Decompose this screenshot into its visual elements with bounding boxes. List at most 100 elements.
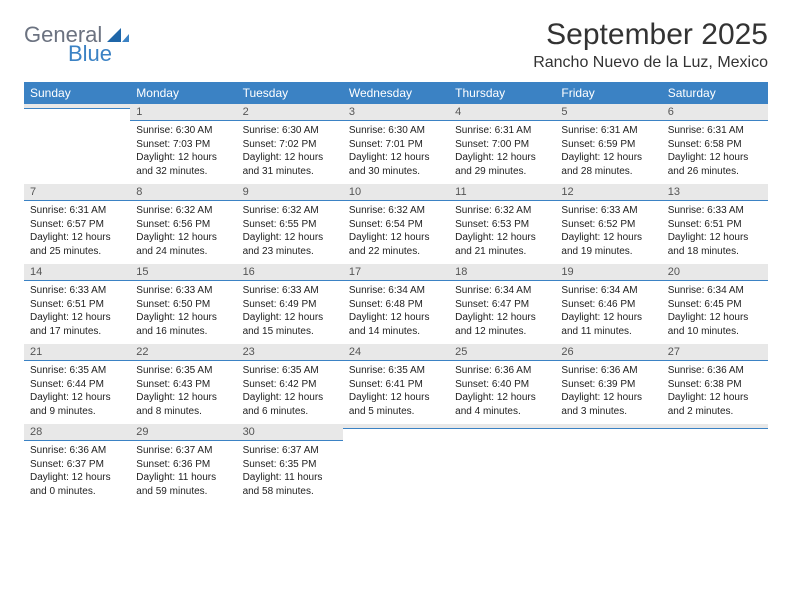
sunset-text: Sunset: 6:55 PM (243, 218, 337, 232)
day-number: 15 (130, 264, 236, 281)
page-title: September 2025 (533, 18, 768, 52)
sunrise-text: Sunrise: 6:30 AM (136, 124, 230, 138)
day-body: Sunrise: 6:33 AMSunset: 6:51 PMDaylight:… (24, 281, 130, 344)
sunrise-text: Sunrise: 6:36 AM (455, 364, 549, 378)
day-number: 10 (343, 184, 449, 201)
daylight-text: Daylight: 12 hours and 24 minutes. (136, 231, 230, 258)
daylight-text: Daylight: 12 hours and 19 minutes. (561, 231, 655, 258)
day-cell: 14Sunrise: 6:33 AMSunset: 6:51 PMDayligh… (24, 264, 130, 344)
day-cell: 28Sunrise: 6:36 AMSunset: 6:37 PMDayligh… (24, 424, 130, 504)
day-number: 8 (130, 184, 236, 201)
day-cell: 20Sunrise: 6:34 AMSunset: 6:45 PMDayligh… (662, 264, 768, 344)
day-number: 13 (662, 184, 768, 201)
day-body (662, 429, 768, 487)
daylight-text: Daylight: 12 hours and 14 minutes. (349, 311, 443, 338)
day-cell: 2Sunrise: 6:30 AMSunset: 7:02 PMDaylight… (237, 104, 343, 184)
day-cell: 21Sunrise: 6:35 AMSunset: 6:44 PMDayligh… (24, 344, 130, 424)
day-cell: 15 Sunrise: 6:33 AMSunset: 6:50 PMDayligh… (130, 264, 236, 344)
dow-friday: Friday (555, 82, 661, 104)
day-body: Sunrise: 6:32 AMSunset: 6:55 PMDaylight:… (237, 201, 343, 264)
sunrise-text: Sunrise: 6:32 AM (243, 204, 337, 218)
day-number: 22 (130, 344, 236, 361)
sunset-text: Sunset: 6:46 PM (561, 298, 655, 312)
daylight-text: Daylight: 12 hours and 11 minutes. (561, 311, 655, 338)
day-number: 25 (449, 344, 555, 361)
day-body: Sunrise: 6:31 AMSunset: 6:57 PMDaylight:… (24, 201, 130, 264)
sunset-text: Sunset: 6:40 PM (455, 378, 549, 392)
sunset-text: Sunset: 6:58 PM (668, 138, 762, 152)
day-body: Sunrise: 6:33 AMSunset: 6:52 PMDaylight:… (555, 201, 661, 264)
weeks-container: 1Sunrise: 6:30 AMSunset: 7:03 PMDaylight… (24, 104, 768, 504)
sunrise-text: Sunrise: 6:32 AM (136, 204, 230, 218)
day-body: Sunrise: 6:34 AMSunset: 6:48 PMDaylight:… (343, 281, 449, 344)
day-number: 16 (237, 264, 343, 281)
day-number: 21 (24, 344, 130, 361)
dow-wednesday: Wednesday (343, 82, 449, 104)
header: General Blue September 2025 Rancho Nuevo… (24, 18, 768, 72)
sunrise-text: Sunrise: 6:31 AM (561, 124, 655, 138)
sunset-text: Sunset: 6:50 PM (136, 298, 230, 312)
day-cell (555, 424, 661, 504)
calendar-page: General Blue September 2025 Rancho Nuevo… (0, 0, 792, 522)
day-number: 30 (237, 424, 343, 441)
day-body: Sunrise: 6:32 AMSunset: 6:56 PMDaylight:… (130, 201, 236, 264)
day-cell: 29Sunrise: 6:37 AMSunset: 6:36 PMDayligh… (130, 424, 236, 504)
daylight-text: Daylight: 12 hours and 32 minutes. (136, 151, 230, 178)
daylight-text: Daylight: 12 hours and 21 minutes. (455, 231, 549, 258)
sunrise-text: Sunrise: 6:35 AM (30, 364, 124, 378)
brand-logo: General Blue (24, 18, 129, 65)
day-body: Sunrise: 6:31 AMSunset: 6:59 PMDaylight:… (555, 121, 661, 184)
day-body: Sunrise: 6:31 AMSunset: 6:58 PMDaylight:… (662, 121, 768, 184)
daylight-text: Daylight: 12 hours and 12 minutes. (455, 311, 549, 338)
day-cell: 26Sunrise: 6:36 AMSunset: 6:39 PMDayligh… (555, 344, 661, 424)
sunrise-text: Sunrise: 6:31 AM (455, 124, 549, 138)
day-body: Sunrise: 6:36 AMSunset: 6:38 PMDaylight:… (662, 361, 768, 424)
day-cell: 8Sunrise: 6:32 AMSunset: 6:56 PMDaylight… (130, 184, 236, 264)
sunrise-text: Sunrise: 6:34 AM (455, 284, 549, 298)
logo-sail-icon (107, 26, 129, 42)
day-body (24, 109, 130, 167)
sunset-text: Sunset: 7:02 PM (243, 138, 337, 152)
day-body: Sunrise: 6:35 AMSunset: 6:43 PMDaylight:… (130, 361, 236, 424)
day-cell: 9Sunrise: 6:32 AMSunset: 6:55 PMDaylight… (237, 184, 343, 264)
day-cell (662, 424, 768, 504)
daylight-text: Daylight: 12 hours and 28 minutes. (561, 151, 655, 178)
day-number: 27 (662, 344, 768, 361)
daylight-text: Daylight: 12 hours and 16 minutes. (136, 311, 230, 338)
day-cell (343, 424, 449, 504)
sunset-text: Sunset: 6:39 PM (561, 378, 655, 392)
sunset-text: Sunset: 6:48 PM (349, 298, 443, 312)
sunrise-text: Sunrise: 6:33 AM (136, 284, 230, 298)
sunrise-text: Sunrise: 6:31 AM (30, 204, 124, 218)
sunrise-text: Sunrise: 6:33 AM (243, 284, 337, 298)
day-number: 23 (237, 344, 343, 361)
day-number: 5 (555, 104, 661, 121)
day-cell (449, 424, 555, 504)
sunset-text: Sunset: 6:49 PM (243, 298, 337, 312)
daylight-text: Daylight: 12 hours and 0 minutes. (30, 471, 124, 498)
day-number: 24 (343, 344, 449, 361)
daylight-text: Daylight: 12 hours and 30 minutes. (349, 151, 443, 178)
day-number: 29 (130, 424, 236, 441)
sunrise-text: Sunrise: 6:33 AM (668, 204, 762, 218)
daylight-text: Daylight: 12 hours and 9 minutes. (30, 391, 124, 418)
day-number: 7 (24, 184, 130, 201)
day-cell: 19Sunrise: 6:34 AMSunset: 6:46 PMDayligh… (555, 264, 661, 344)
sunrise-text: Sunrise: 6:30 AM (243, 124, 337, 138)
week-row: 1Sunrise: 6:30 AMSunset: 7:03 PMDaylight… (24, 104, 768, 184)
day-cell: 3Sunrise: 6:30 AMSunset: 7:01 PMDaylight… (343, 104, 449, 184)
day-body: Sunrise: 6:34 AMSunset: 6:47 PMDaylight:… (449, 281, 555, 344)
day-body: Sunrise: 6:36 AMSunset: 6:37 PMDaylight:… (24, 441, 130, 504)
day-body (343, 429, 449, 487)
day-body: Sunrise: 6:36 AMSunset: 6:39 PMDaylight:… (555, 361, 661, 424)
day-number: 6 (662, 104, 768, 121)
day-cell: 5Sunrise: 6:31 AMSunset: 6:59 PMDaylight… (555, 104, 661, 184)
sunset-text: Sunset: 6:38 PM (668, 378, 762, 392)
dow-monday: Monday (130, 82, 236, 104)
sunset-text: Sunset: 6:47 PM (455, 298, 549, 312)
day-number: 9 (237, 184, 343, 201)
sunset-text: Sunset: 6:51 PM (30, 298, 124, 312)
sunrise-text: Sunrise: 6:32 AM (349, 204, 443, 218)
day-number: 28 (24, 424, 130, 441)
day-number: 19 (555, 264, 661, 281)
